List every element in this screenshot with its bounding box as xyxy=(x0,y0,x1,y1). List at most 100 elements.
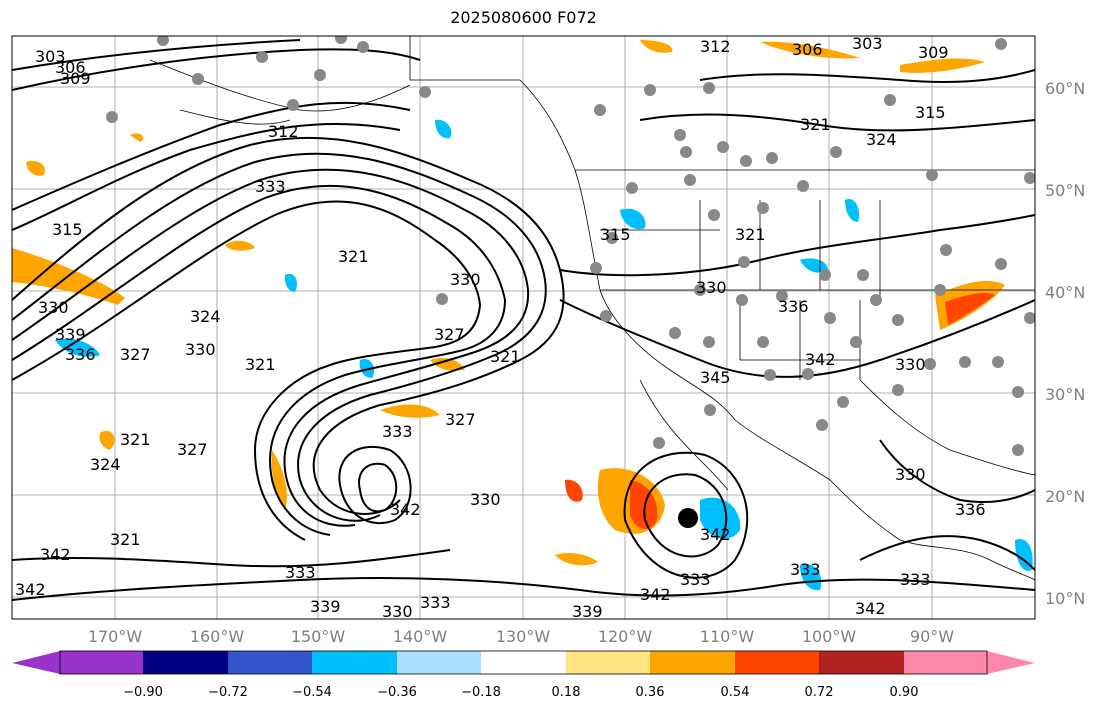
contour-label: 333 xyxy=(680,570,711,589)
contour-label: 309 xyxy=(60,69,91,88)
contour-label: 339 xyxy=(572,602,603,621)
contour-label: 309 xyxy=(918,43,949,62)
contour-label: 333 xyxy=(255,177,286,196)
contour-label: 330 xyxy=(185,340,216,359)
colorbar-tick: 0.18 xyxy=(552,685,581,700)
contour-label: 342 xyxy=(40,545,71,564)
contour-label: 330 xyxy=(450,270,481,289)
colorbar-tick: −0.54 xyxy=(292,685,332,700)
map-frame xyxy=(11,35,1036,620)
height-contours xyxy=(12,39,1035,601)
contour-label: 342 xyxy=(640,585,671,604)
contour-label: 315 xyxy=(915,103,946,122)
colorbar-cell xyxy=(143,651,228,674)
contour-label: 312 xyxy=(268,122,299,141)
coastlines xyxy=(149,36,1035,581)
colorbar-tick: −0.72 xyxy=(208,685,248,700)
colorbar-cell xyxy=(481,651,566,674)
colorbar-cell xyxy=(397,651,481,674)
contour-label: 321 xyxy=(490,347,521,366)
graticule xyxy=(12,36,1035,619)
contour-label: 342 xyxy=(700,525,731,544)
contour-label: 321 xyxy=(338,247,369,266)
contour-label: 342 xyxy=(855,599,886,618)
contour-label: 306 xyxy=(792,40,823,59)
contour-label: 342 xyxy=(15,580,46,599)
contour-label: 315 xyxy=(600,225,631,244)
contour-label: 336 xyxy=(955,500,986,519)
contour-label: 321 xyxy=(110,530,141,549)
contour-label: 342 xyxy=(390,500,421,519)
contour-label: 339 xyxy=(55,325,86,344)
contour-label: 342 xyxy=(805,350,836,369)
lon-label: 150°W xyxy=(291,627,346,646)
contour-label: 321 xyxy=(800,115,831,134)
contour-label: 312 xyxy=(700,37,731,56)
contour-label: 345 xyxy=(700,368,731,387)
colorbar-right-extension xyxy=(987,651,1035,674)
colorbar-cell xyxy=(650,651,735,674)
lat-label: 30°N xyxy=(1045,385,1085,404)
contour-label: 324 xyxy=(190,307,221,326)
colorbar-ticks: −0.90 −0.72 −0.54 −0.36 −0.18 0.18 0.36 … xyxy=(123,685,918,700)
colorbar-cell xyxy=(60,651,143,674)
contour-labels: 303 306 309 312 312 306 303 309 315 315 … xyxy=(15,36,986,621)
colorbar-cell xyxy=(566,651,650,674)
colorbar-tick: 0.36 xyxy=(636,685,665,700)
contour-label: 327 xyxy=(434,325,465,344)
colorbar-left-extension xyxy=(12,651,60,674)
contour-label: 321 xyxy=(735,225,766,244)
contour-label: 324 xyxy=(90,455,121,474)
lon-label: 120°W xyxy=(598,627,653,646)
colorbar-tick: −0.90 xyxy=(123,685,163,700)
lat-label: 40°N xyxy=(1045,283,1085,302)
contour-label: 327 xyxy=(177,440,208,459)
contour-label: 330 xyxy=(38,298,69,317)
contour-label: 315 xyxy=(52,220,83,239)
colorbar-cell xyxy=(735,651,819,674)
contour-label: 327 xyxy=(445,410,476,429)
contour-label: 330 xyxy=(696,278,727,297)
station-dots xyxy=(106,36,1035,456)
lon-label: 160°W xyxy=(190,627,245,646)
colorbar-tick: −0.36 xyxy=(377,685,417,700)
lat-label: 60°N xyxy=(1045,79,1085,98)
colorbar-tick: 0.72 xyxy=(805,685,834,700)
map-title: 2025080600 F072 xyxy=(450,8,597,27)
contour-label: 333 xyxy=(382,422,413,441)
contour-label: 327 xyxy=(120,345,151,364)
colorbar-cell xyxy=(819,651,904,674)
cyclone-center-marker xyxy=(678,508,698,528)
shaded-field xyxy=(12,40,1033,591)
contour-label: 333 xyxy=(285,563,316,582)
contour-label: 330 xyxy=(895,355,926,374)
lat-label: 50°N xyxy=(1045,181,1085,200)
map-panel xyxy=(12,36,1035,619)
contour-label: 324 xyxy=(866,130,897,149)
colorbar: −0.90 −0.72 −0.54 −0.36 −0.18 0.18 0.36 … xyxy=(12,650,1035,700)
colorbar-tick: 0.54 xyxy=(721,685,750,700)
lon-label: 100°W xyxy=(802,627,857,646)
contour-label: 330 xyxy=(470,490,501,509)
colorbar-tick: −0.18 xyxy=(461,685,501,700)
contour-label: 339 xyxy=(310,597,341,616)
contour-label: 330 xyxy=(895,465,926,484)
contour-label: 321 xyxy=(245,355,276,374)
lon-label: 170°W xyxy=(88,627,143,646)
lon-label: 140°W xyxy=(393,627,448,646)
contour-label: 333 xyxy=(790,560,821,579)
contour-label: 330 xyxy=(382,602,413,621)
contour-label: 321 xyxy=(120,430,151,449)
contour-label: 306 xyxy=(55,58,86,77)
contour-label: 303 xyxy=(35,47,66,66)
colorbar-cell xyxy=(228,651,312,674)
longitude-labels: 170°W 160°W 150°W 140°W 130°W 120°W 110°… xyxy=(88,627,954,646)
lat-label: 20°N xyxy=(1045,487,1085,506)
lon-label: 110°W xyxy=(700,627,755,646)
colorbar-cell xyxy=(312,651,397,674)
contour-label: 336 xyxy=(65,345,96,364)
contour-label: 333 xyxy=(420,593,451,612)
lon-label: 90°W xyxy=(910,627,954,646)
contour-label: 336 xyxy=(778,297,809,316)
